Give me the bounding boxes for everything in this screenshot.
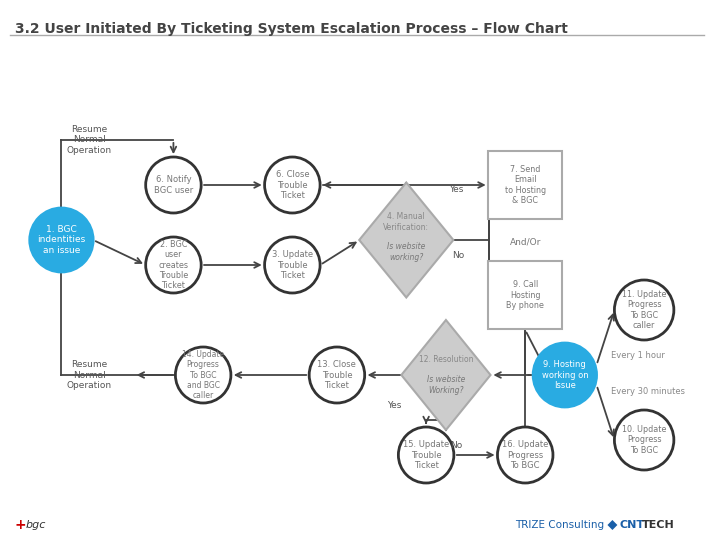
Text: Every 1 hour: Every 1 hour xyxy=(611,350,665,360)
Circle shape xyxy=(30,208,93,272)
Text: 1. BGC
indentities
an issue: 1. BGC indentities an issue xyxy=(37,225,86,255)
Text: 14. Update
Progress
To BGC
and BGC
caller: 14. Update Progress To BGC and BGC calle… xyxy=(182,350,224,400)
Text: 2. BGC
user
creates
Trouble
Ticket: 2. BGC user creates Trouble Ticket xyxy=(158,240,189,291)
Text: 12. Resolution: 12. Resolution xyxy=(419,355,473,364)
Text: CNT: CNT xyxy=(619,520,644,530)
Text: 7. Send
Email
to Hosting
& BGC: 7. Send Email to Hosting & BGC xyxy=(505,165,546,205)
Bar xyxy=(488,261,562,329)
Text: +: + xyxy=(15,518,27,532)
Text: Every 30 minutes: Every 30 minutes xyxy=(611,388,685,396)
Circle shape xyxy=(145,157,201,213)
Text: 9. Hosting
working on
Issue: 9. Hosting working on Issue xyxy=(541,360,588,390)
Circle shape xyxy=(264,237,320,293)
Circle shape xyxy=(309,347,364,403)
Text: Yes: Yes xyxy=(449,186,463,194)
Text: 15. Update
Trouble
Ticket: 15. Update Trouble Ticket xyxy=(403,440,449,470)
Circle shape xyxy=(398,427,454,483)
Text: No: No xyxy=(451,251,464,260)
Text: 11. Update
Progress
To BGC
caller: 11. Update Progress To BGC caller xyxy=(622,290,666,330)
Circle shape xyxy=(176,347,231,403)
Text: Resume
Normal
Operation: Resume Normal Operation xyxy=(67,360,112,390)
Text: 9. Call
Hosting
By phone: 9. Call Hosting By phone xyxy=(506,280,544,310)
Text: Yes: Yes xyxy=(387,401,402,409)
Circle shape xyxy=(533,343,597,407)
Text: Is website
Working?: Is website Working? xyxy=(427,375,465,395)
Text: 10. Update
Progress
To BGC: 10. Update Progress To BGC xyxy=(622,425,666,455)
Circle shape xyxy=(145,237,201,293)
Text: TRIZE Consulting: TRIZE Consulting xyxy=(516,520,604,530)
Text: bgc: bgc xyxy=(26,520,46,530)
Text: 3. Update
Trouble
Ticket: 3. Update Trouble Ticket xyxy=(271,250,313,280)
Text: 4. Manual
Verification:: 4. Manual Verification: xyxy=(383,212,429,232)
Text: And/Or: And/Or xyxy=(510,238,541,246)
Text: TECH: TECH xyxy=(642,520,675,530)
Circle shape xyxy=(614,280,674,340)
Text: No: No xyxy=(450,441,462,449)
Text: Is website
working?: Is website working? xyxy=(387,242,426,262)
Text: 3.2 User Initiated By Ticketing System Escalation Process – Flow Chart: 3.2 User Initiated By Ticketing System E… xyxy=(15,22,568,36)
Circle shape xyxy=(264,157,320,213)
Circle shape xyxy=(498,427,553,483)
Text: 16. Update
Progress
To BGC: 16. Update Progress To BGC xyxy=(502,440,549,470)
Text: Resume
Normal
Operation: Resume Normal Operation xyxy=(67,125,112,155)
Text: 6. Notify
BGC user: 6. Notify BGC user xyxy=(154,176,193,195)
Text: 13. Close
Trouble
Ticket: 13. Close Trouble Ticket xyxy=(318,360,356,390)
Circle shape xyxy=(614,410,674,470)
Polygon shape xyxy=(608,520,617,530)
Bar xyxy=(488,151,562,219)
Text: 6. Close
Trouble
Ticket: 6. Close Trouble Ticket xyxy=(276,170,309,200)
Polygon shape xyxy=(401,320,490,430)
Polygon shape xyxy=(359,183,454,298)
